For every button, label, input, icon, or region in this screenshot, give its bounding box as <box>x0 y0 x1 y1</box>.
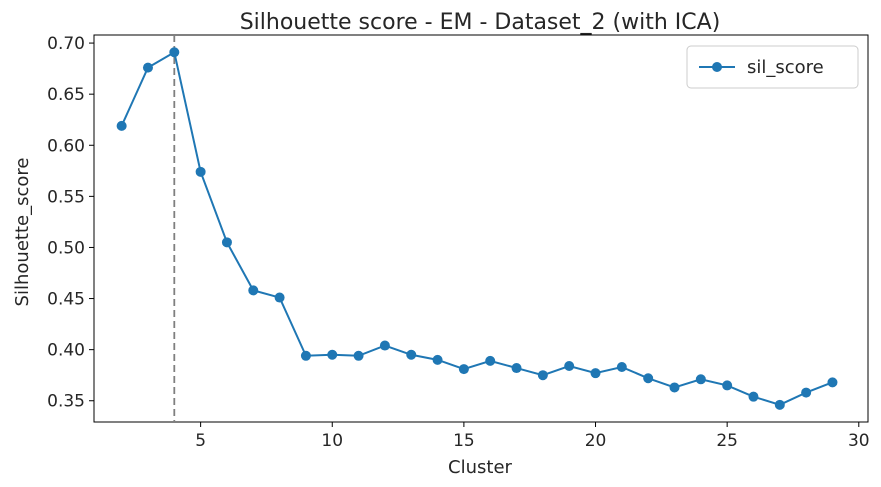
data-point <box>511 363 522 374</box>
y-tick-label: 0.70 <box>47 34 85 54</box>
y-tick-label: 0.35 <box>47 392 85 412</box>
data-point <box>722 380 733 391</box>
data-point <box>590 368 601 379</box>
x-tick-label: 20 <box>585 431 607 451</box>
y-tick-label: 0.40 <box>47 341 85 361</box>
data-point <box>142 62 153 73</box>
plot-frame <box>93 34 869 423</box>
chart-title: Silhouette score - EM - Dataset_2 (with … <box>240 10 721 35</box>
data-point <box>116 120 127 131</box>
data-point <box>458 364 469 375</box>
data-point <box>801 387 812 398</box>
series-layer <box>116 47 838 410</box>
y-axis-title: Silhouette_score <box>12 158 33 307</box>
data-point <box>221 237 232 248</box>
data-point <box>695 374 706 385</box>
legend-label-sil-score: sil_score <box>747 57 824 78</box>
data-point <box>195 166 206 177</box>
data-point <box>406 349 417 360</box>
data-point <box>169 47 180 58</box>
x-axis: 5 10 15 20 25 30 <box>195 422 870 451</box>
data-point <box>564 360 575 371</box>
x-tick-label: 5 <box>195 431 206 451</box>
data-point <box>300 350 311 361</box>
data-point <box>432 354 443 365</box>
data-point <box>669 382 680 393</box>
plot-area <box>93 34 869 423</box>
legend: sil_score <box>686 45 859 89</box>
data-point <box>643 373 654 384</box>
data-point <box>537 370 548 381</box>
series-line-sil-score <box>120 50 833 406</box>
y-tick-label: 0.65 <box>47 85 85 105</box>
data-point <box>248 285 259 296</box>
data-point <box>274 292 285 303</box>
data-point <box>774 399 785 410</box>
data-point <box>379 340 390 351</box>
data-point <box>827 377 838 388</box>
data-point <box>353 350 364 361</box>
y-tick-label: 0.60 <box>47 136 85 156</box>
y-tick-label: 0.55 <box>47 187 85 207</box>
y-tick-label: 0.50 <box>47 238 85 258</box>
x-tick-label: 25 <box>716 431 738 451</box>
data-point <box>327 349 338 360</box>
x-tick-label: 10 <box>321 431 343 451</box>
x-tick-label: 30 <box>848 431 870 451</box>
legend-marker-sil-score <box>712 62 722 72</box>
x-axis-title: Cluster <box>448 457 512 478</box>
data-point <box>616 362 627 373</box>
data-point <box>485 355 496 366</box>
legend-box <box>686 45 859 89</box>
y-tick-label: 0.45 <box>47 290 85 310</box>
y-axis: 0.35 0.40 0.45 0.50 0.55 0.60 0.65 0.70 <box>47 34 94 412</box>
data-point <box>748 391 759 402</box>
x-tick-label: 15 <box>453 431 475 451</box>
